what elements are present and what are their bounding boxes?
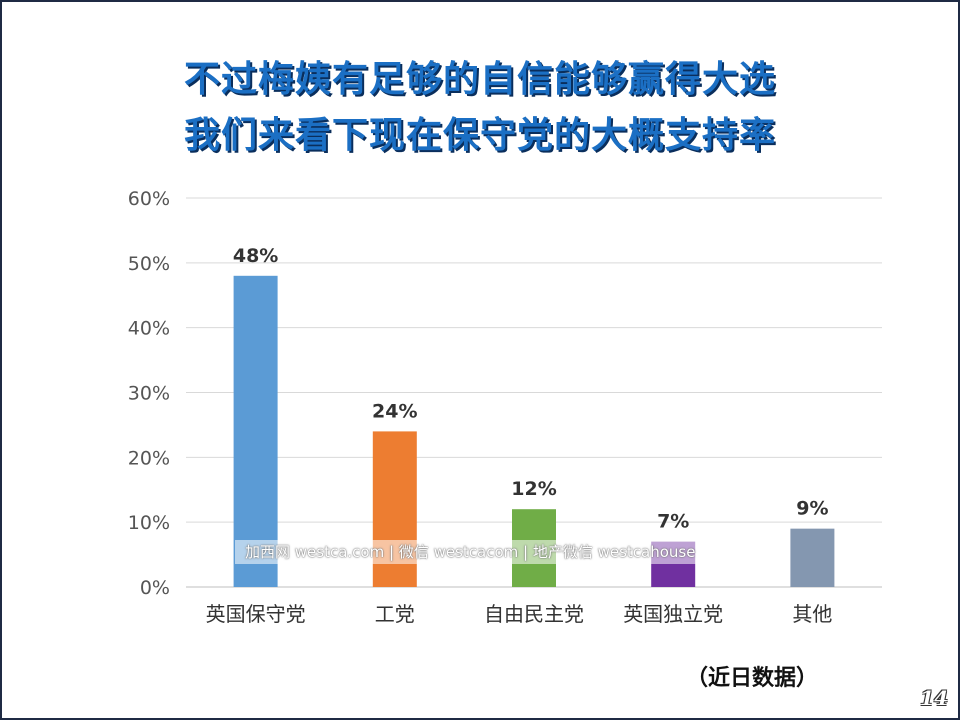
chart-grid: [186, 197, 882, 588]
data-label: 48%: [233, 245, 278, 267]
y-tick-label: 60%: [128, 188, 170, 210]
y-tick-label: 10%: [128, 512, 170, 534]
data-note: （近日数据）: [686, 666, 819, 691]
category-label: 英国保守党: [206, 602, 306, 626]
bar: [790, 528, 835, 587]
category-label: 其他: [792, 602, 832, 626]
data-label: 12%: [511, 478, 556, 500]
watermark: 加西网 westca.com | 微信 westcacom | 地产微信 wes…: [235, 540, 725, 564]
y-tick-label: 50%: [128, 253, 170, 275]
category-label: 英国独立党: [623, 602, 723, 626]
data-label: 24%: [372, 400, 417, 422]
y-tick-label: 30%: [128, 383, 170, 405]
category-label: 自由民主党: [484, 602, 584, 626]
title-line-1: 不过梅姨有足够的自信能够赢得大选: [183, 59, 776, 100]
chart-labels: 0% 10% 20% 30% 40% 50% 60% 48% 英国保守党 24% 工党 12% 自由民主…: [128, 188, 833, 626]
data-label: 9%: [796, 498, 828, 520]
bar: [233, 275, 278, 587]
page-number: 14: [920, 686, 948, 710]
y-tick-label: 40%: [128, 318, 170, 340]
category-label: 工党: [375, 602, 415, 626]
y-tick-label: 20%: [128, 447, 170, 469]
title-line-2: 我们来看下现在保守党的大概支持率: [183, 115, 776, 156]
data-label: 7%: [657, 511, 689, 533]
y-tick-label: 0%: [140, 577, 170, 599]
